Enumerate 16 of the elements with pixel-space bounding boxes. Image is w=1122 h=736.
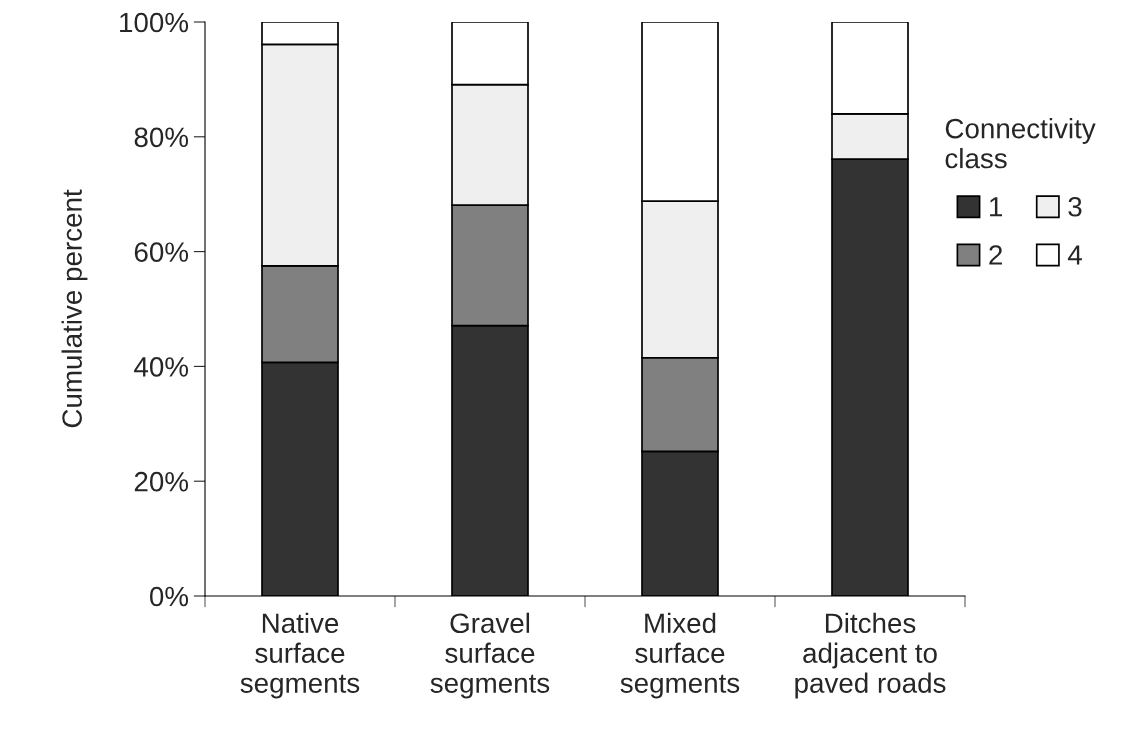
y-tick-label: 0% xyxy=(149,586,189,607)
legend-label: 4 xyxy=(1067,245,1082,265)
x-tick-label: Native surface segments xyxy=(240,612,360,699)
x-tick-label: Ditches adjacent to paved roads xyxy=(795,612,946,699)
y-tick-label: 20% xyxy=(134,471,189,492)
legend-label: 2 xyxy=(989,245,1002,265)
y-tick-label: 80% xyxy=(134,127,189,148)
legend-label: 1 xyxy=(990,197,1003,217)
legend-label: 3 xyxy=(1068,196,1082,217)
y-tick-label: 100% xyxy=(120,12,189,33)
legend-title: Connectivity class xyxy=(945,118,1096,169)
y-tick-label: 60% xyxy=(134,242,189,262)
y-axis-title: Cumulative percent xyxy=(61,189,88,428)
y-tick-label: 40% xyxy=(134,357,189,377)
x-tick-label: Mixed surface segments xyxy=(620,612,740,699)
x-tick-label: Gravel surface segments xyxy=(430,612,550,699)
